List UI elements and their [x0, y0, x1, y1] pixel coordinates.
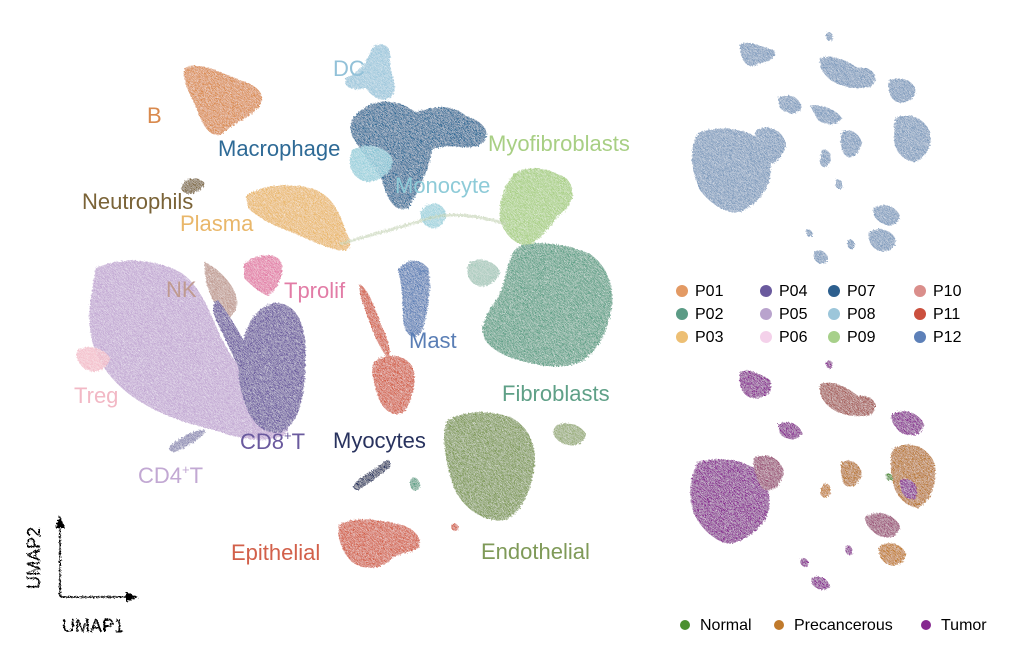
cluster-fibroblasts-spray — [467, 259, 500, 287]
label-nk: NK — [166, 277, 197, 302]
patient-legend: P01 P02 P03 P04 P05 P06 P07 P08 P09 P10 P11 P12 — [676, 283, 962, 346]
label-macrophage: Macrophage — [218, 136, 340, 161]
cluster-endothelial-b — [553, 423, 586, 446]
legend-swatch-p10 — [914, 285, 926, 297]
cluster-treg — [76, 347, 110, 372]
legend-swatch-p05 — [760, 308, 772, 320]
bridge-plasma-mast — [339, 213, 507, 246]
legend-label-p07: P07 — [847, 283, 876, 300]
legend-label-p06: P06 — [779, 329, 808, 346]
label-endothelial: Endothelial — [481, 539, 590, 564]
axis-x-label: UMAP1 — [62, 616, 124, 636]
legend-label-p08: P08 — [847, 306, 876, 323]
legend-swatch-p12 — [914, 331, 926, 343]
cluster-epithelial — [338, 519, 420, 568]
legend-swatch-p02 — [676, 308, 688, 320]
legend-label-p12: P12 — [933, 329, 962, 346]
cluster-myocytes — [353, 459, 391, 490]
cluster-cd8t-tail — [213, 300, 254, 382]
label-b: B — [147, 103, 162, 128]
legend-swatch-p01 — [676, 285, 688, 297]
legend-label-p02: P02 — [695, 306, 724, 323]
label-mast: Mast — [409, 328, 457, 353]
legend-swatch-p07 — [828, 285, 840, 297]
cluster-dc — [345, 44, 395, 100]
legend-label-p01: P01 — [695, 283, 724, 300]
legend-swatch-p06 — [760, 331, 772, 343]
label-dc: DC — [333, 56, 365, 81]
legend-label-p04: P04 — [779, 283, 808, 300]
label-myocytes: Myocytes — [333, 428, 426, 453]
cluster-myofibroblasts — [499, 168, 573, 246]
cluster-fibroblasts — [482, 243, 613, 367]
cluster-labels: B DC Macrophage Myofibroblasts Neutrophi… — [74, 56, 630, 565]
legend-swatch-tumor — [921, 620, 931, 630]
legend-swatch-p04 — [760, 285, 772, 297]
label-epithelial: Epithelial — [231, 540, 320, 565]
label-monocyte: Monocyte — [395, 173, 490, 198]
cluster-nk — [204, 262, 237, 318]
legend-swatch-normal — [680, 620, 690, 630]
patient-umap-plot — [692, 32, 931, 264]
cluster-cd4t-small — [169, 429, 206, 452]
label-tprolif: Tprolif — [284, 278, 346, 303]
cluster-cd8t — [238, 303, 306, 433]
label-cd4t: CD4+T — [138, 462, 203, 488]
label-cd8t: CD8+T — [240, 428, 305, 454]
legend-label-precancerous: Precancerous — [794, 617, 893, 634]
cluster-small-teal — [410, 477, 420, 491]
legend-label-p11: P11 — [933, 306, 960, 323]
condition-legend: Normal Precancerous Tumor — [680, 617, 987, 634]
cluster-macrophage — [350, 101, 487, 210]
legend-label-p09: P09 — [847, 329, 876, 346]
cluster-small-red — [451, 523, 459, 531]
legend-label-normal: Normal — [700, 617, 752, 634]
label-treg: Treg — [74, 383, 118, 408]
legend-label-p03: P03 — [695, 329, 724, 346]
cluster-monocyte — [349, 145, 393, 182]
legend-swatch-p08 — [828, 308, 840, 320]
legend-swatch-precancerous — [774, 620, 784, 630]
cluster-b — [183, 65, 262, 135]
label-neutrophils: Neutrophils — [82, 189, 193, 214]
cluster-tprolif — [244, 255, 283, 296]
cluster-neutrophils — [181, 178, 205, 194]
legend-swatch-p03 — [676, 331, 688, 343]
cluster-plasma — [246, 185, 351, 251]
axis-y-label: UMAP2 — [24, 527, 44, 589]
legend-label-p10: P10 — [933, 283, 962, 300]
umap-axes-indicator: UMAP2 UMAP1 — [24, 516, 138, 636]
main-umap-plot: UMAP2 UMAP1 — [24, 44, 613, 636]
label-plasma: Plasma — [180, 211, 254, 236]
label-myofibroblasts: Myofibroblasts — [488, 131, 630, 156]
cluster-mast — [398, 260, 430, 337]
legend-label-p05: P05 — [779, 306, 808, 323]
legend-label-tumor: Tumor — [941, 617, 987, 634]
cluster-treg-cd4 — [89, 260, 289, 440]
legend-swatch-p09 — [828, 331, 840, 343]
legend-swatch-p11 — [914, 308, 926, 320]
condition-umap-plot — [690, 360, 936, 590]
cluster-epithelial-stream — [359, 284, 390, 358]
label-fibroblasts: Fibroblasts — [502, 381, 610, 406]
cluster-endothelial — [444, 412, 536, 521]
cluster-epithelial-mid — [372, 355, 415, 415]
